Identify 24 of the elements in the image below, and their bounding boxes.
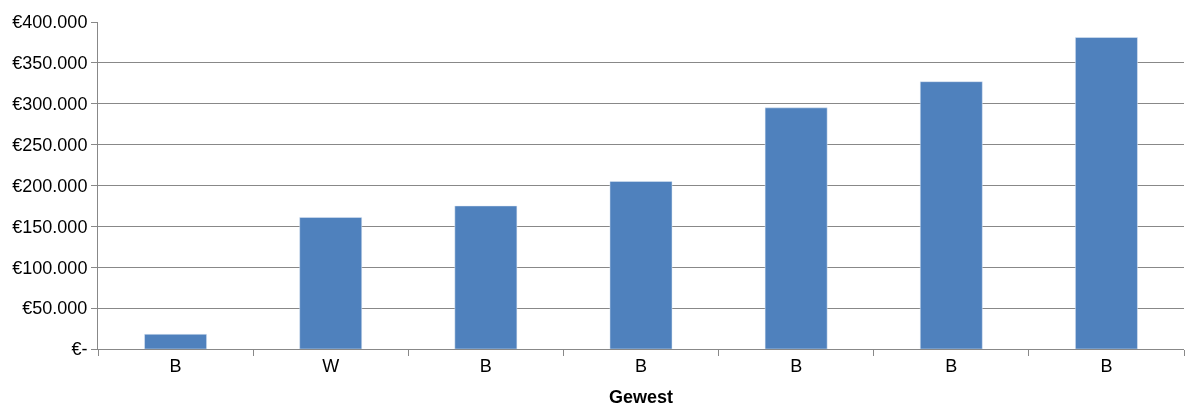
y-tick-label: €350.000	[12, 53, 88, 74]
y-tick-label: €300.000	[12, 94, 88, 115]
y-tick-label: €100.000	[12, 257, 88, 278]
x-tick-label: B	[634, 355, 648, 376]
y-tick-label: €200.000	[12, 175, 88, 196]
x-tick-label: B	[479, 355, 492, 376]
y-tick-label: €400.000	[12, 12, 88, 33]
y-tick-label: €-	[71, 339, 88, 360]
bar	[764, 107, 828, 349]
x-tick-label: B	[1100, 355, 1113, 376]
x-axis-title: Gewest	[608, 386, 674, 407]
y-tick-label: €50.000	[22, 298, 88, 319]
bar	[920, 81, 983, 349]
y-tick-label: €250.000	[12, 134, 88, 155]
y-tick-label: €150.000	[12, 216, 88, 237]
bar	[299, 217, 362, 349]
bar	[454, 205, 518, 349]
bar	[1075, 37, 1138, 349]
x-tick-label: B	[945, 355, 958, 376]
bar	[609, 181, 673, 349]
x-tick-label: W	[322, 355, 340, 376]
bar	[144, 334, 207, 349]
x-tick-label: B	[169, 355, 182, 376]
x-tick-label: B	[790, 355, 803, 376]
